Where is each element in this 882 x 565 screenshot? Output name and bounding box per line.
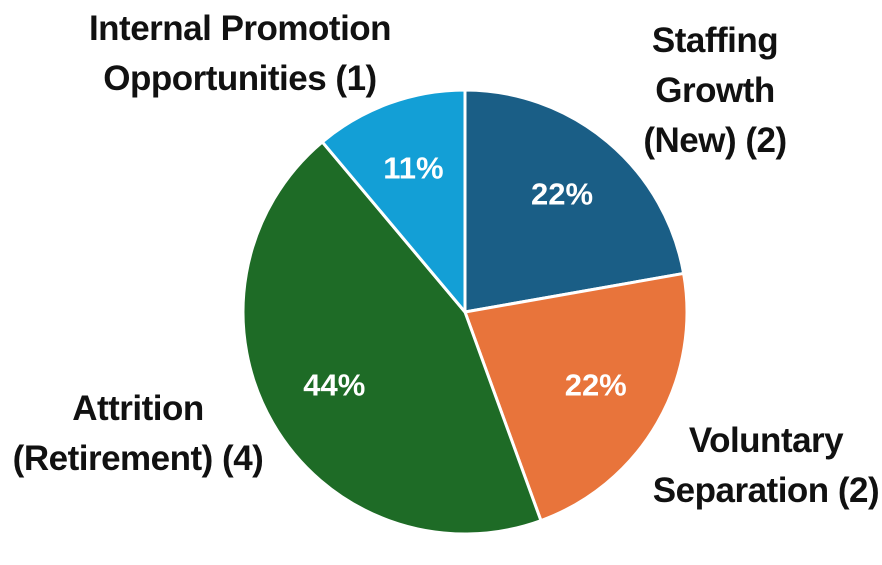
pie-slice	[241, 139, 543, 536]
value-label: 11%	[383, 150, 443, 185]
pie-slice	[320, 88, 467, 317]
value-label: 22%	[531, 177, 593, 212]
category-label: Internal Promotion Opportunities (1)	[88, 9, 392, 98]
value-label: 44%	[303, 368, 365, 403]
category-label: Voluntary Separation (2)	[652, 421, 880, 510]
pie-slice	[463, 88, 686, 314]
pie-slice	[462, 271, 689, 523]
category-label: Attrition (Retirement) (4)	[12, 389, 264, 478]
value-label: 22%	[565, 368, 627, 403]
category-label: Staffing Growth (New) (2)	[643, 21, 787, 160]
